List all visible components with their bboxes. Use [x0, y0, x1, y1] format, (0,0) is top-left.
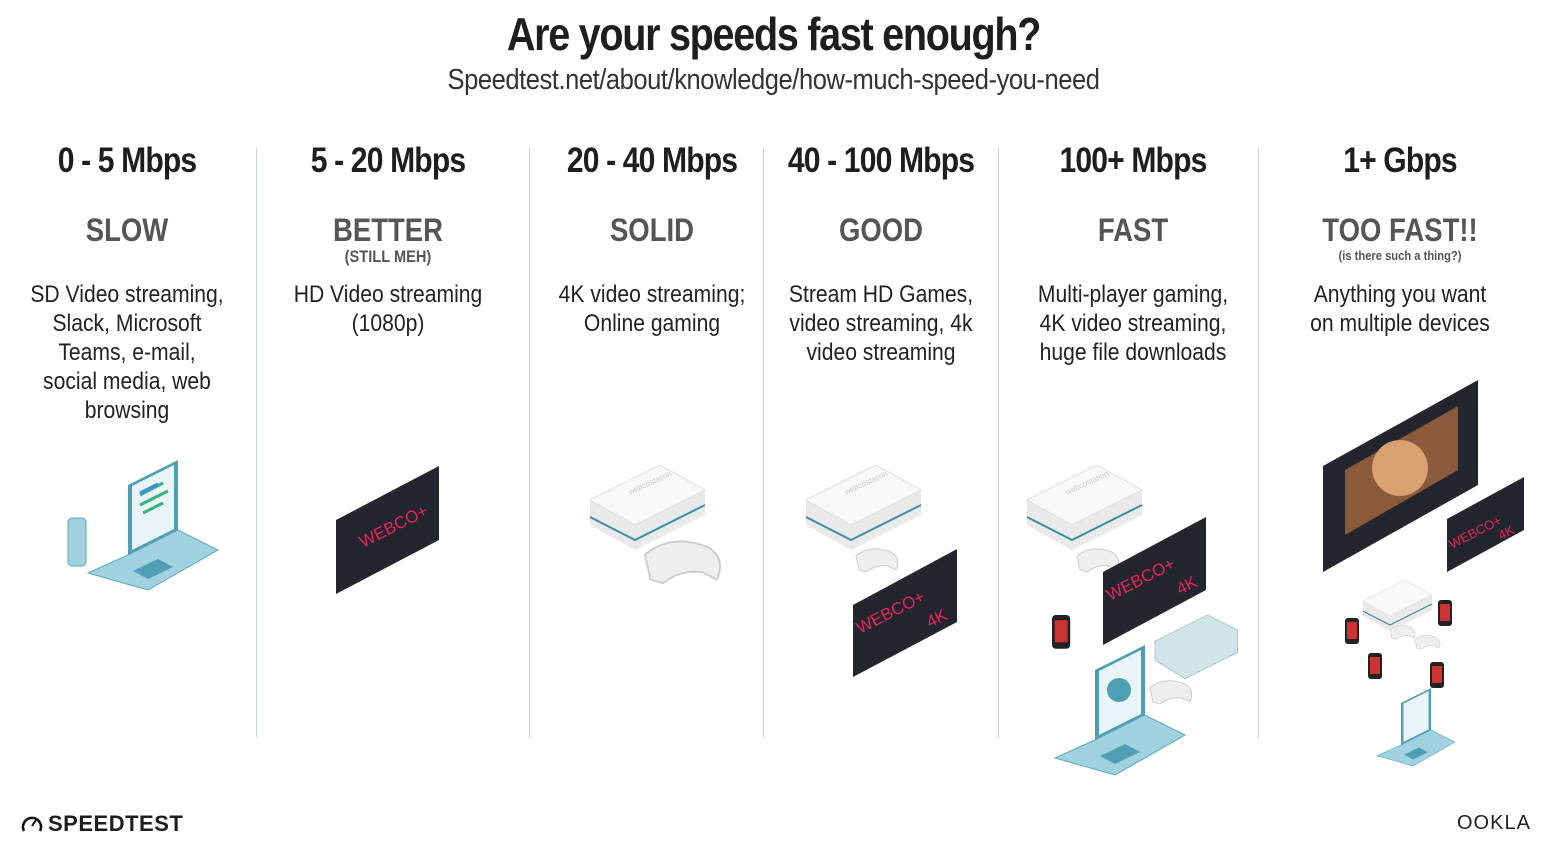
divider — [529, 148, 530, 738]
tier-rating: SOLID — [609, 212, 695, 248]
tier-description: HD Video streaming (1080p) — [293, 281, 483, 337]
ookla-logo: OOKLA — [1457, 812, 1531, 834]
tier-rating: BETTER — [332, 212, 444, 248]
console-illustration — [1362, 579, 1433, 632]
tier-description: SD Video streaming, Slack, Microsoft Tea… — [30, 281, 224, 424]
tier-speed: 1+ Gbps — [1343, 141, 1457, 180]
laptop-illustration — [87, 459, 219, 591]
console-illustration: webcostation — [1026, 464, 1143, 551]
phone-icon — [1345, 618, 1359, 644]
phone-icon — [1430, 662, 1444, 688]
tier-speed: 40 - 100 Mbps — [787, 141, 975, 180]
laptop-cloud-illustration — [1054, 644, 1186, 776]
console-illustration: webcostation — [805, 464, 922, 551]
tier-column-20-40: 20 - 40 Mbps SOLID 4K video streaming; O… — [542, 140, 762, 338]
tier-column-40-100: 40 - 100 Mbps GOOD Stream HD Games, vide… — [771, 140, 991, 367]
tier-description: Anything you want on multiple devices — [1310, 281, 1490, 337]
tier-rating: GOOD — [838, 212, 924, 248]
tier-note: (is there such a thing?) — [1338, 248, 1462, 263]
controller-icon — [1149, 680, 1193, 705]
speedtest-gauge-icon — [21, 816, 43, 832]
divider — [998, 148, 999, 738]
page-title: Are your speeds fast enough? — [506, 8, 1042, 60]
console-illustration — [1154, 614, 1238, 680]
tier-rating: FAST — [1097, 212, 1169, 248]
phone-icon — [1368, 653, 1382, 679]
controller-icon — [1389, 625, 1416, 640]
phone-icon — [67, 517, 87, 567]
tier-column-5-20: 5 - 20 Mbps BETTER (STILL MEH) HD Video … — [278, 140, 498, 338]
tier-column-100: 100+ Mbps FAST Multi-player gaming, 4K v… — [1018, 140, 1248, 367]
tier-note: (STILL MEH) — [344, 247, 432, 266]
tier-speed: 100+ Mbps — [1059, 141, 1207, 180]
tier-speed: 20 - 40 Mbps — [566, 141, 738, 180]
tier-description: 4K video streaming; Online gaming — [558, 281, 746, 337]
tier-column-0-5: 0 - 5 Mbps SLOW SD Video streaming, Slac… — [17, 140, 237, 425]
tv-illustration: WEBCO+ 4K — [1447, 477, 1524, 572]
tier-rating: SLOW — [85, 212, 169, 248]
tier-rating: TOO FAST!! — [1322, 212, 1478, 248]
tv-illustration: WEBCO+ — [336, 466, 439, 594]
phone-icon — [1438, 600, 1452, 626]
divider — [763, 148, 764, 738]
controller-icon — [1414, 635, 1441, 650]
laptop-illustration — [1376, 687, 1456, 767]
phone-icon — [1052, 615, 1071, 649]
controller-icon — [855, 548, 899, 573]
tier-description: Stream HD Games, video streaming, 4k vid… — [788, 281, 974, 366]
speedtest-logo: SPEEDTEST — [48, 811, 184, 836]
tier-speed: 5 - 20 Mbps — [310, 141, 466, 180]
divider — [256, 148, 257, 738]
tier-speed: 0 - 5 Mbps — [57, 141, 197, 180]
controller-icon — [644, 540, 721, 585]
tier-description: Multi-player gaming, 4K video streaming,… — [1037, 281, 1229, 366]
divider — [1258, 148, 1259, 738]
tier-column-1gbps: 1+ Gbps TOO FAST!! (is there such a thin… — [1290, 140, 1510, 338]
tv-4k-text: 4K — [1496, 522, 1517, 543]
big-tv-illustration — [1323, 380, 1478, 572]
page-subtitle: Speedtest.net/about/knowledge/how-much-s… — [447, 64, 1100, 96]
console-illustration: webcostation — [589, 464, 706, 551]
